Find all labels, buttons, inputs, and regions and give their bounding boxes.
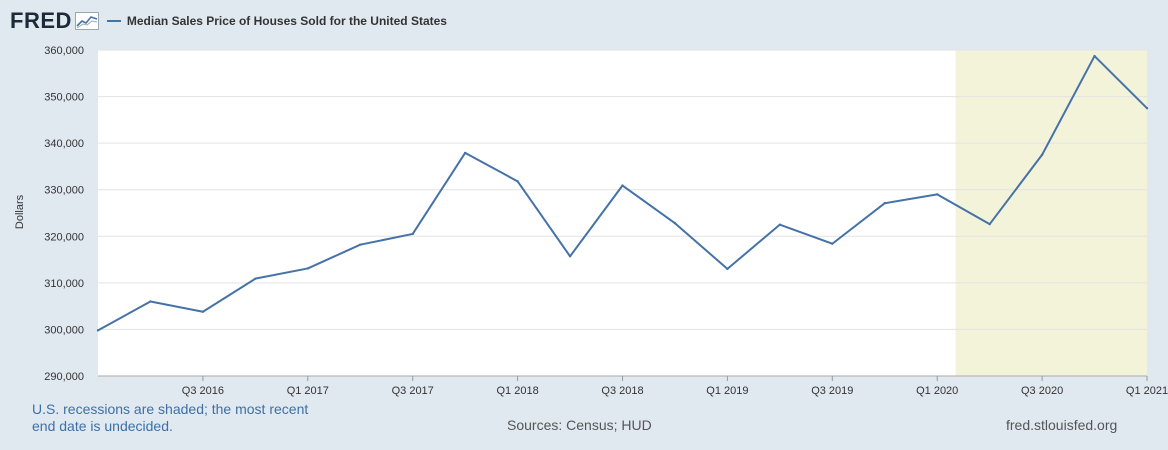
x-tick-label: Q1 2017 xyxy=(287,385,329,397)
y-tick-label: 330,000 xyxy=(44,185,84,197)
x-tick-label: Q1 2021 xyxy=(1126,385,1168,397)
data-point xyxy=(778,223,782,226)
recession-note-line1: U.S. recessions are shaded; the most rec… xyxy=(32,401,309,417)
chart-header: FRED Median Sales Price of Houses Sold f… xyxy=(10,8,447,34)
x-tick-label: Q1 2020 xyxy=(916,385,958,397)
sources-note: Sources: Census; HUD xyxy=(507,417,652,433)
data-point xyxy=(621,184,624,187)
x-tick-label: Q1 2018 xyxy=(496,385,538,397)
x-tick-label: Q1 2019 xyxy=(706,385,748,397)
line-chart: 290,000 300,000 310,000 320,000 330,000 340,0… xyxy=(14,45,1168,397)
data-point xyxy=(306,267,309,270)
x-tick-label: Q3 2016 xyxy=(182,385,224,397)
x-tick-label: Q3 2017 xyxy=(392,385,434,397)
data-point xyxy=(831,242,834,245)
data-point xyxy=(411,232,414,236)
y-tick-label: 290,000 xyxy=(44,371,84,383)
data-point xyxy=(988,222,991,226)
data-point xyxy=(254,277,257,280)
recession-note-line2: end date is undecided. xyxy=(32,418,173,434)
legend-swatch xyxy=(106,20,121,22)
x-tick-label: Q3 2019 xyxy=(811,385,853,397)
site-link[interactable]: fred.stlouisfed.org xyxy=(1006,417,1118,433)
recession-shading xyxy=(955,50,1147,376)
data-point xyxy=(463,151,467,155)
data-point xyxy=(673,222,677,225)
data-point xyxy=(568,255,572,258)
fred-graph-icon xyxy=(74,12,99,30)
data-point xyxy=(201,310,205,313)
y-tick-label: 350,000 xyxy=(44,92,84,104)
y-tick-label: 320,000 xyxy=(44,231,84,243)
data-point xyxy=(149,300,152,303)
y-axis-label: Dollars xyxy=(14,194,26,229)
legend-series-label: Median Sales Price of Houses Sold for th… xyxy=(126,14,447,28)
data-point xyxy=(1093,54,1096,58)
y-tick-label: 360,000 xyxy=(44,45,84,57)
data-point xyxy=(359,243,362,246)
data-point xyxy=(726,267,729,271)
data-point xyxy=(516,180,519,183)
y-tick-label: 340,000 xyxy=(44,138,84,150)
data-point xyxy=(96,329,100,332)
y-tick-label: 310,000 xyxy=(44,278,84,290)
data-point xyxy=(1040,153,1044,156)
data-point xyxy=(883,202,886,205)
fred-logo[interactable]: FRED xyxy=(10,8,99,34)
x-tick-label: Q3 2018 xyxy=(601,385,643,397)
fred-logo-text: FRED xyxy=(10,8,72,33)
x-tick-label: Q3 2020 xyxy=(1021,385,1063,397)
data-point xyxy=(1145,107,1149,110)
y-tick-label: 300,000 xyxy=(44,324,84,336)
chart-legend: Median Sales Price of Houses Sold for th… xyxy=(106,14,447,28)
recession-note: U.S. recessions are shaded; the most rec… xyxy=(32,401,308,435)
data-point xyxy=(936,193,939,196)
